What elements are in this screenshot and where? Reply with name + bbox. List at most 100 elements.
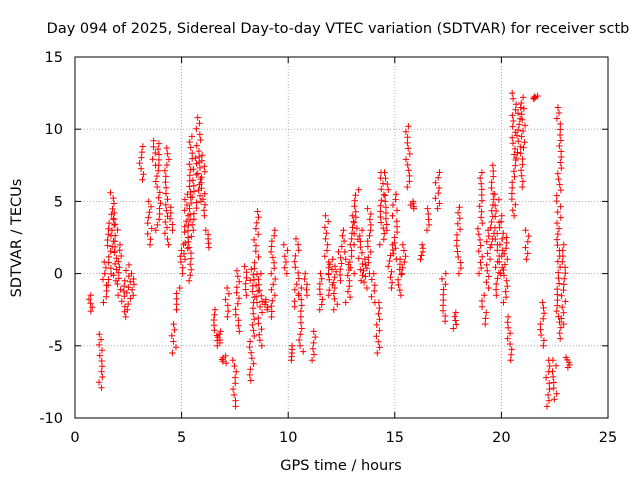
- data-point: [255, 320, 262, 327]
- data-point: [189, 221, 196, 228]
- data-point: [504, 256, 511, 263]
- data-point: [391, 239, 398, 247]
- data-point: [376, 344, 383, 351]
- data-point: [130, 292, 137, 299]
- data-point: [118, 252, 125, 260]
- data-point: [558, 315, 565, 322]
- data-point: [116, 241, 124, 248]
- data-point: [549, 357, 557, 364]
- data-point: [418, 252, 425, 259]
- data-point: [351, 197, 358, 204]
- data-point: [103, 287, 110, 295]
- data-point: [393, 223, 401, 230]
- data-point: [363, 265, 371, 272]
- data-point: [201, 201, 209, 208]
- data-point: [553, 197, 560, 205]
- data-point: [522, 244, 529, 251]
- data-point: [332, 268, 340, 275]
- data-point: [360, 279, 368, 286]
- data-point: [344, 272, 351, 279]
- data-point: [352, 214, 359, 221]
- data-point: [116, 264, 123, 271]
- data-point: [186, 177, 193, 185]
- data-point: [540, 310, 548, 317]
- data-point: [520, 105, 528, 112]
- data-point: [500, 266, 507, 274]
- data-point: [325, 264, 332, 271]
- data-point: [350, 241, 358, 248]
- data-point: [253, 299, 261, 306]
- data-point: [101, 258, 108, 266]
- data-point: [249, 321, 256, 329]
- data-point: [557, 126, 564, 133]
- data-point: [438, 275, 446, 283]
- data-point: [521, 122, 529, 129]
- data-point: [401, 258, 408, 266]
- data-point: [95, 341, 103, 349]
- data-point: [476, 236, 484, 244]
- data-point: [187, 144, 194, 151]
- data-point: [252, 225, 260, 232]
- data-point: [330, 306, 337, 313]
- data-point: [189, 149, 196, 157]
- data-point: [519, 161, 526, 168]
- data-point: [560, 286, 567, 294]
- data-point: [247, 277, 254, 284]
- data-point: [537, 331, 545, 339]
- data-point: [189, 177, 197, 184]
- data-point: [425, 216, 432, 223]
- data-point: [418, 241, 426, 248]
- data-point: [201, 163, 208, 170]
- data-point: [259, 298, 266, 305]
- data-point: [338, 260, 345, 267]
- data-point: [216, 331, 223, 338]
- data-point: [162, 218, 169, 226]
- chart-title: Day 094 of 2025, Sidereal Day-to-day VTE…: [47, 21, 630, 37]
- data-point: [425, 221, 433, 229]
- data-point: [198, 174, 205, 181]
- data-point: [197, 136, 204, 144]
- data-point: [303, 292, 311, 299]
- data-point: [375, 299, 383, 306]
- data-point: [485, 284, 492, 292]
- data-point: [479, 219, 486, 227]
- data-point: [406, 178, 413, 185]
- data-point: [554, 291, 561, 298]
- data-point: [337, 254, 344, 261]
- data-point: [365, 259, 372, 266]
- data-point: [492, 235, 499, 243]
- x-tick-label: 25: [599, 430, 617, 446]
- data-point: [457, 264, 465, 272]
- data-point: [556, 329, 563, 337]
- data-point: [366, 232, 373, 239]
- data-point: [111, 260, 119, 268]
- data-point: [97, 336, 105, 343]
- data-point: [150, 143, 157, 151]
- data-point: [494, 230, 501, 237]
- data-point: [195, 159, 203, 166]
- data-point: [511, 145, 519, 153]
- data-point: [545, 397, 553, 404]
- data-point: [351, 230, 358, 237]
- data-point: [247, 377, 254, 384]
- data-point: [380, 224, 387, 232]
- data-point: [271, 265, 278, 272]
- data-point: [162, 178, 169, 186]
- data-point: [193, 199, 200, 206]
- data-point: [236, 278, 243, 285]
- data-point: [452, 317, 459, 324]
- data-point: [154, 145, 162, 153]
- data-point: [409, 198, 417, 205]
- data-point: [295, 290, 302, 297]
- data-point: [318, 275, 325, 282]
- data-point: [170, 338, 177, 345]
- data-point: [246, 371, 253, 379]
- data-point: [242, 280, 249, 287]
- data-point: [498, 212, 505, 219]
- data-point: [506, 340, 514, 348]
- data-point: [173, 301, 180, 308]
- data-point: [509, 140, 517, 147]
- data-point: [255, 314, 262, 322]
- data-point: [396, 256, 404, 263]
- data-point: [326, 286, 333, 294]
